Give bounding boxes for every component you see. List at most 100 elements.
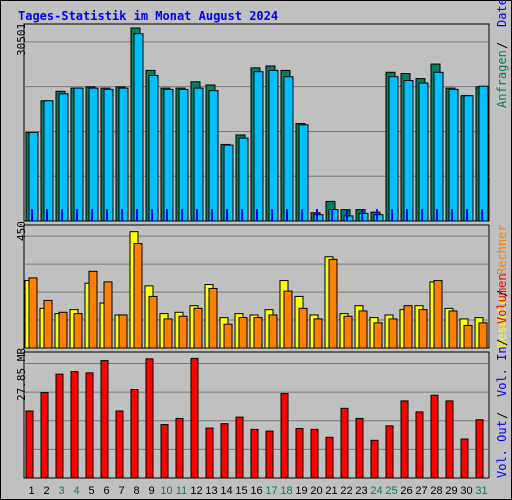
bar-dateien-base bbox=[121, 209, 123, 221]
x-tick-label: 26 bbox=[400, 485, 412, 497]
bar-rechner bbox=[148, 295, 158, 349]
bar-dateien bbox=[103, 88, 114, 222]
bar-volumen bbox=[445, 400, 454, 479]
bar-dateien-base bbox=[376, 209, 378, 221]
bar-dateien-base bbox=[226, 209, 228, 221]
bar-rechner bbox=[88, 270, 98, 349]
bar-dateien bbox=[133, 33, 144, 222]
bar-volumen bbox=[130, 389, 139, 479]
x-tick-label: 5 bbox=[88, 485, 94, 497]
bar-dateien-base bbox=[481, 209, 483, 221]
bar-rechner bbox=[28, 277, 38, 349]
bar-dateien bbox=[298, 124, 309, 222]
bar-dateien-base bbox=[181, 209, 183, 221]
bar-dateien-base bbox=[286, 209, 288, 221]
bar-dateien bbox=[193, 87, 204, 222]
bar-dateien-base bbox=[151, 209, 153, 221]
x-tick-label: 29 bbox=[445, 485, 457, 497]
bar-volumen bbox=[430, 394, 439, 479]
bar-rechner bbox=[298, 307, 308, 349]
bar-volumen bbox=[415, 411, 424, 479]
bar-dateien-base bbox=[406, 209, 408, 221]
bar-rechner bbox=[478, 322, 488, 349]
x-tick-label: 3 bbox=[58, 485, 64, 497]
bottom-legend-separator: / bbox=[495, 338, 509, 346]
bar-dateien bbox=[148, 74, 159, 222]
bar-dateien bbox=[448, 88, 459, 222]
bar-rechner bbox=[313, 318, 323, 349]
bar-rechner bbox=[208, 288, 218, 349]
bar-dateien-base bbox=[421, 209, 423, 221]
bar-volumen bbox=[175, 417, 184, 479]
bar-dateien-base bbox=[166, 209, 168, 221]
bar-dateien bbox=[43, 100, 54, 222]
bar-rechner bbox=[343, 315, 353, 349]
bar-dateien bbox=[328, 209, 339, 222]
bar-volumen bbox=[325, 436, 334, 479]
bar-volumen bbox=[115, 410, 124, 479]
bar-dateien-base bbox=[136, 209, 138, 221]
bar-volumen bbox=[55, 373, 64, 479]
bar-dateien bbox=[238, 137, 249, 222]
x-tick-label: 4 bbox=[73, 485, 79, 497]
bar-dateien-base bbox=[361, 209, 363, 221]
bar-rechner bbox=[403, 305, 413, 349]
x-tick-label: 15 bbox=[235, 485, 247, 497]
bar-rechner bbox=[358, 310, 368, 349]
bar-dateien-base bbox=[46, 209, 48, 221]
bar-rechner bbox=[163, 318, 173, 349]
x-tick-label: 23 bbox=[355, 485, 367, 497]
bar-dateien-base bbox=[271, 209, 273, 221]
bar-volumen bbox=[250, 428, 259, 479]
bottom-legend-entry: Volumen bbox=[495, 273, 509, 324]
bar-rechner bbox=[448, 310, 458, 349]
bar-dateien bbox=[268, 69, 279, 222]
bar-dateien-base bbox=[211, 209, 213, 221]
bottom-legend-entry: Vol. Out bbox=[495, 420, 509, 478]
x-tick-label: 16 bbox=[250, 485, 262, 497]
bar-volumen bbox=[340, 407, 349, 479]
bar-dateien bbox=[28, 131, 39, 222]
bar-volumen bbox=[295, 427, 304, 479]
x-tick-label: 9 bbox=[148, 485, 154, 497]
bar-dateien-base bbox=[106, 209, 108, 221]
bar-dateien bbox=[118, 87, 129, 222]
x-tick-label: 1 bbox=[28, 485, 34, 497]
x-tick-label: 25 bbox=[385, 485, 397, 497]
bar-rechner bbox=[73, 313, 83, 349]
bar-rechner bbox=[253, 317, 263, 349]
bar-dateien-base bbox=[76, 209, 78, 221]
bar-volumen bbox=[385, 425, 394, 479]
bottom-legend-entry: Vol. In bbox=[495, 346, 509, 398]
bar-dateien bbox=[313, 214, 324, 222]
x-tick-label: 30 bbox=[460, 485, 472, 497]
x-tick-label: 7 bbox=[118, 485, 124, 497]
bar-volumen bbox=[160, 424, 169, 479]
bar-volumen bbox=[145, 358, 154, 479]
bar-volumen bbox=[205, 427, 214, 479]
top-legend-entry: Dateien bbox=[495, 0, 509, 28]
bottom-ymax-label: 27.85 MB bbox=[15, 348, 28, 401]
x-tick-label: 18 bbox=[280, 485, 292, 497]
bar-dateien bbox=[208, 90, 219, 222]
bar-dateien-base bbox=[331, 209, 333, 221]
bar-dateien-base bbox=[31, 209, 33, 221]
x-tick-label: 6 bbox=[103, 485, 109, 497]
bar-rechner bbox=[388, 318, 398, 349]
bar-dateien bbox=[463, 95, 474, 222]
bar-dateien bbox=[88, 87, 99, 222]
bar-volumen bbox=[460, 438, 469, 479]
bar-volumen bbox=[355, 417, 364, 479]
x-tick-label: 13 bbox=[205, 485, 217, 497]
x-tick-label: 19 bbox=[295, 485, 307, 497]
bar-dateien bbox=[418, 82, 429, 222]
bar-volumen bbox=[235, 416, 244, 479]
bar-volumen bbox=[475, 419, 484, 479]
x-tick-label: 24 bbox=[370, 485, 382, 497]
x-tick-label: 21 bbox=[325, 485, 337, 497]
bar-dateien-base bbox=[391, 209, 393, 221]
bar-dateien bbox=[253, 71, 264, 222]
bar-dateien bbox=[373, 214, 384, 222]
bar-volumen bbox=[85, 372, 94, 479]
